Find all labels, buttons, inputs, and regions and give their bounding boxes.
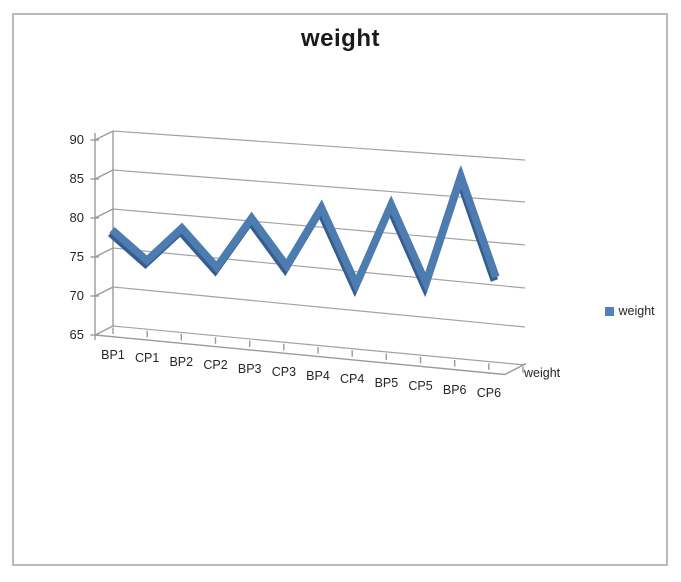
category-label: CP6 bbox=[476, 385, 502, 400]
category-label: BP4 bbox=[306, 368, 330, 383]
chart-title: weight bbox=[301, 25, 380, 52]
category-label: BP2 bbox=[169, 354, 194, 369]
value-axis-tick-label: 65 bbox=[69, 327, 84, 342]
gridlines bbox=[112, 130, 526, 366]
category-label: BP5 bbox=[374, 375, 399, 390]
category-label: BP6 bbox=[442, 382, 467, 397]
value-axis-tick-label: 75 bbox=[69, 249, 84, 264]
value-axis-tick-label: 90 bbox=[69, 132, 84, 147]
legend-swatch-icon bbox=[605, 307, 614, 316]
category-label: CP3 bbox=[271, 365, 297, 380]
chart-outer-border bbox=[12, 13, 668, 566]
category-label: CP5 bbox=[408, 379, 433, 394]
legend: weight bbox=[605, 304, 655, 319]
category-label: CP2 bbox=[203, 358, 228, 373]
legend-label: weight bbox=[618, 304, 655, 318]
category-label: CP4 bbox=[340, 372, 365, 387]
value-axis-tick-label: 85 bbox=[69, 171, 84, 186]
value-axis-tick-label: 80 bbox=[69, 210, 84, 225]
category-axis-floor bbox=[94, 327, 527, 376]
value-axis-tick-label: 70 bbox=[69, 288, 84, 303]
category-label: BP3 bbox=[237, 361, 262, 376]
series-axis-label: weight bbox=[524, 366, 561, 380]
value-axis bbox=[90, 130, 114, 340]
category-label: CP1 bbox=[135, 351, 160, 366]
series-ribbon-weight bbox=[107, 164, 500, 298]
category-label: BP1 bbox=[101, 348, 125, 362]
